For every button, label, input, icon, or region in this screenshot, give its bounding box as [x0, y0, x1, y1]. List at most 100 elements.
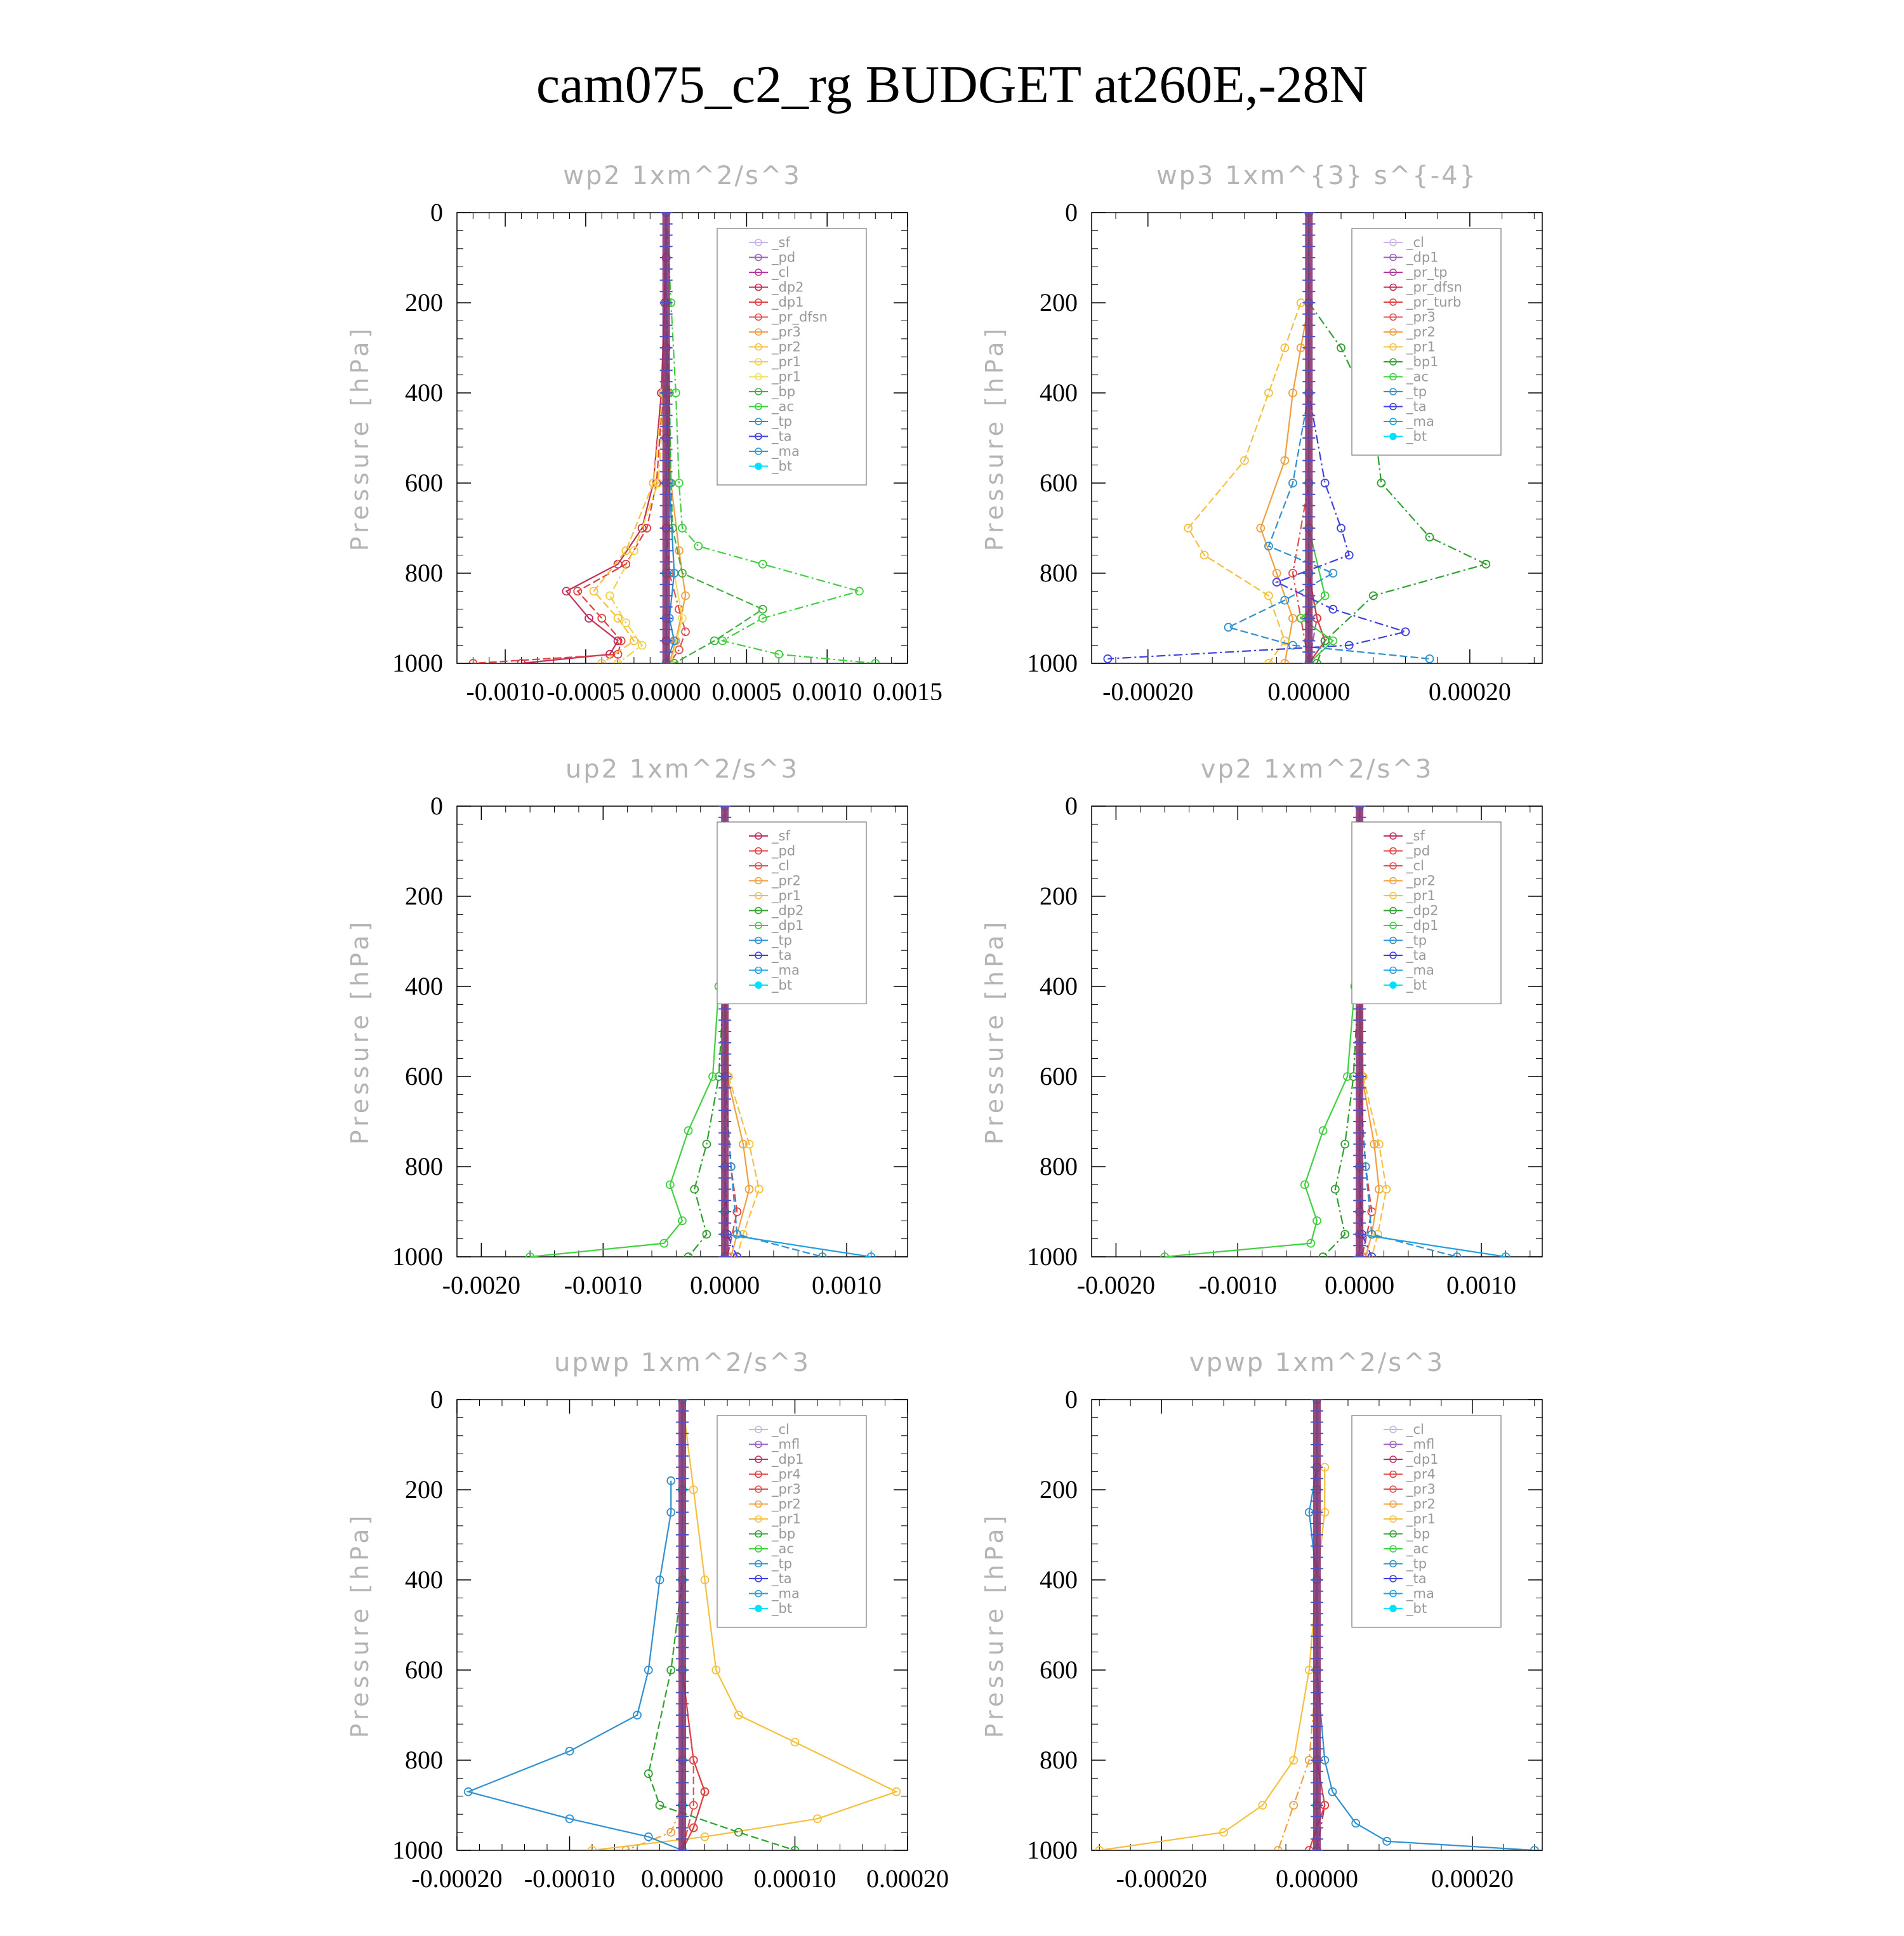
data-point	[1258, 1801, 1267, 1810]
legend-label: _ta	[1406, 948, 1427, 964]
data-point	[1337, 524, 1345, 533]
legend-label: _pr1	[771, 369, 801, 385]
series-line	[592, 1400, 899, 1850]
data-point	[678, 614, 687, 623]
x-tick-label: -0.0020	[442, 1271, 520, 1299]
x-tick-label: -0.00020	[1102, 677, 1193, 706]
data-point	[1288, 640, 1297, 650]
y-tick-label: 600	[1040, 1655, 1078, 1684]
data-point	[637, 640, 647, 650]
legend-marker	[1389, 418, 1397, 425]
legend-marker	[755, 298, 762, 306]
data-point	[1256, 524, 1266, 533]
legend-box	[717, 821, 867, 1005]
legend-label: _pr1	[771, 1511, 801, 1527]
legend-label: _pr4	[771, 1467, 801, 1483]
y-tick-label: 200	[1040, 288, 1078, 317]
legend-marker	[755, 448, 762, 455]
legend-label: _cl	[1406, 1422, 1424, 1438]
y-tick-label: 1000	[1027, 1836, 1078, 1864]
legend-marker	[1389, 1455, 1397, 1463]
y-axis-label: Pressure [hPa]	[981, 325, 1008, 552]
data-point	[681, 591, 690, 600]
x-tick-label: 0.00000	[1267, 677, 1350, 706]
legend-marker	[755, 283, 762, 291]
series-line	[466, 1480, 683, 1850]
legend-label: _bt	[1406, 1601, 1427, 1617]
data-point	[1280, 659, 1290, 663]
legend-marker	[755, 418, 762, 425]
data-point	[1344, 550, 1354, 560]
data-point	[468, 659, 478, 663]
data-point	[1280, 343, 1290, 352]
legend-box	[717, 228, 867, 486]
legend-marker	[755, 1530, 762, 1538]
legend-label: _tp	[1406, 384, 1427, 400]
x-tick-label: 0.0015	[873, 677, 942, 706]
legend-label: _pr2	[771, 1497, 801, 1513]
figure-title: cam075_c2_rg BUDGET at260E,-28N	[536, 55, 1368, 114]
x-tick-label: 0.00000	[1276, 1864, 1358, 1893]
data-point	[1160, 1252, 1170, 1257]
data-point	[732, 1230, 742, 1239]
data-point	[813, 1814, 822, 1824]
legend-label: _dp2	[1406, 903, 1439, 919]
legend-label: _pr1	[771, 888, 801, 904]
legend-marker	[1389, 358, 1397, 366]
legend-marker	[755, 1605, 762, 1612]
data-point	[1240, 456, 1249, 465]
legend-label: _bp	[771, 384, 795, 400]
data-point	[597, 614, 607, 623]
data-point	[655, 1801, 664, 1810]
data-point	[675, 645, 684, 654]
legend-marker	[1389, 862, 1397, 870]
y-tick-label: 400	[405, 1565, 443, 1594]
legend-marker	[755, 1589, 762, 1598]
data-point	[739, 1139, 748, 1149]
legend-label: _sf	[771, 235, 790, 251]
series-line	[647, 1400, 795, 1850]
legend-box	[1351, 228, 1502, 456]
y-tick-label: 600	[1040, 468, 1078, 497]
legend-marker	[755, 922, 762, 929]
x-tick-label: 0.0005	[711, 677, 781, 706]
chart-up2: up2 1xm^2/s^3 Pressure [hPa] 0 200 400 600 800…	[346, 755, 908, 1299]
data-point	[1184, 524, 1193, 533]
legend-marker	[1389, 1605, 1397, 1612]
x-tick-label: 0.0000	[1325, 1271, 1394, 1299]
legend-label: _pr2	[1406, 324, 1436, 340]
legend-label: _pr1	[1406, 888, 1436, 904]
data-point	[1344, 640, 1354, 650]
legend-marker	[755, 1500, 762, 1508]
legend-label: _pr_dfsn	[1406, 280, 1462, 296]
legend-marker	[755, 358, 762, 366]
legend-label: _dp2	[771, 903, 804, 919]
data-point	[734, 1827, 743, 1837]
data-point	[1501, 1252, 1511, 1257]
legend-marker	[1389, 328, 1397, 336]
x-tick-label: -0.00020	[1116, 1864, 1207, 1893]
x-tick-label: -0.0010	[466, 677, 544, 706]
legend-label: _pr1	[771, 354, 801, 370]
y-tick-label: 600	[405, 1655, 443, 1684]
legend-marker	[755, 1560, 762, 1568]
legend-marker	[755, 892, 762, 899]
data-point	[700, 1832, 710, 1841]
legend-marker	[1389, 936, 1397, 945]
y-axis-label: Pressure [hPa]	[981, 918, 1008, 1145]
data-point	[790, 1737, 800, 1747]
legend-label: _ma	[1406, 414, 1434, 430]
data-point	[649, 479, 658, 487]
legend-marker	[1389, 847, 1397, 855]
legend-marker	[1389, 832, 1397, 840]
x-tick-label: 0.0000	[690, 1271, 760, 1299]
data-point	[1273, 1846, 1283, 1850]
data-point	[1272, 569, 1281, 578]
legend-label: _pr2	[771, 340, 801, 355]
y-tick-label: 800	[405, 559, 443, 587]
legend-marker	[1389, 1500, 1397, 1508]
panel-title: vpwp 1xm^2/s^3	[1189, 1348, 1445, 1377]
data-point	[1318, 1126, 1328, 1136]
legend-label: _dp1	[771, 295, 804, 310]
data-point	[1320, 591, 1330, 600]
